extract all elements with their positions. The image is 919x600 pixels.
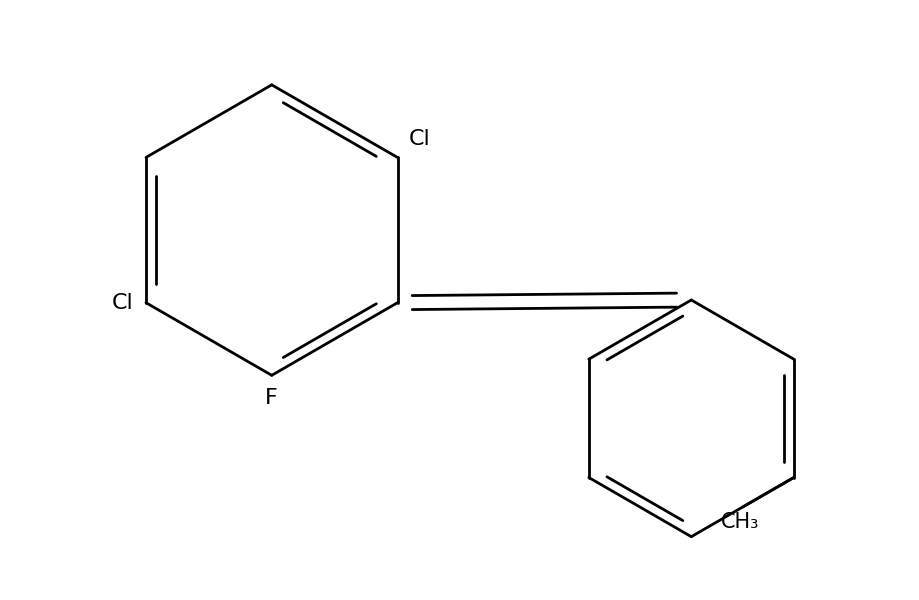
Text: Cl: Cl [408,129,429,149]
Text: F: F [265,388,278,408]
Text: Cl: Cl [111,293,133,313]
Text: CH₃: CH₃ [720,512,759,532]
